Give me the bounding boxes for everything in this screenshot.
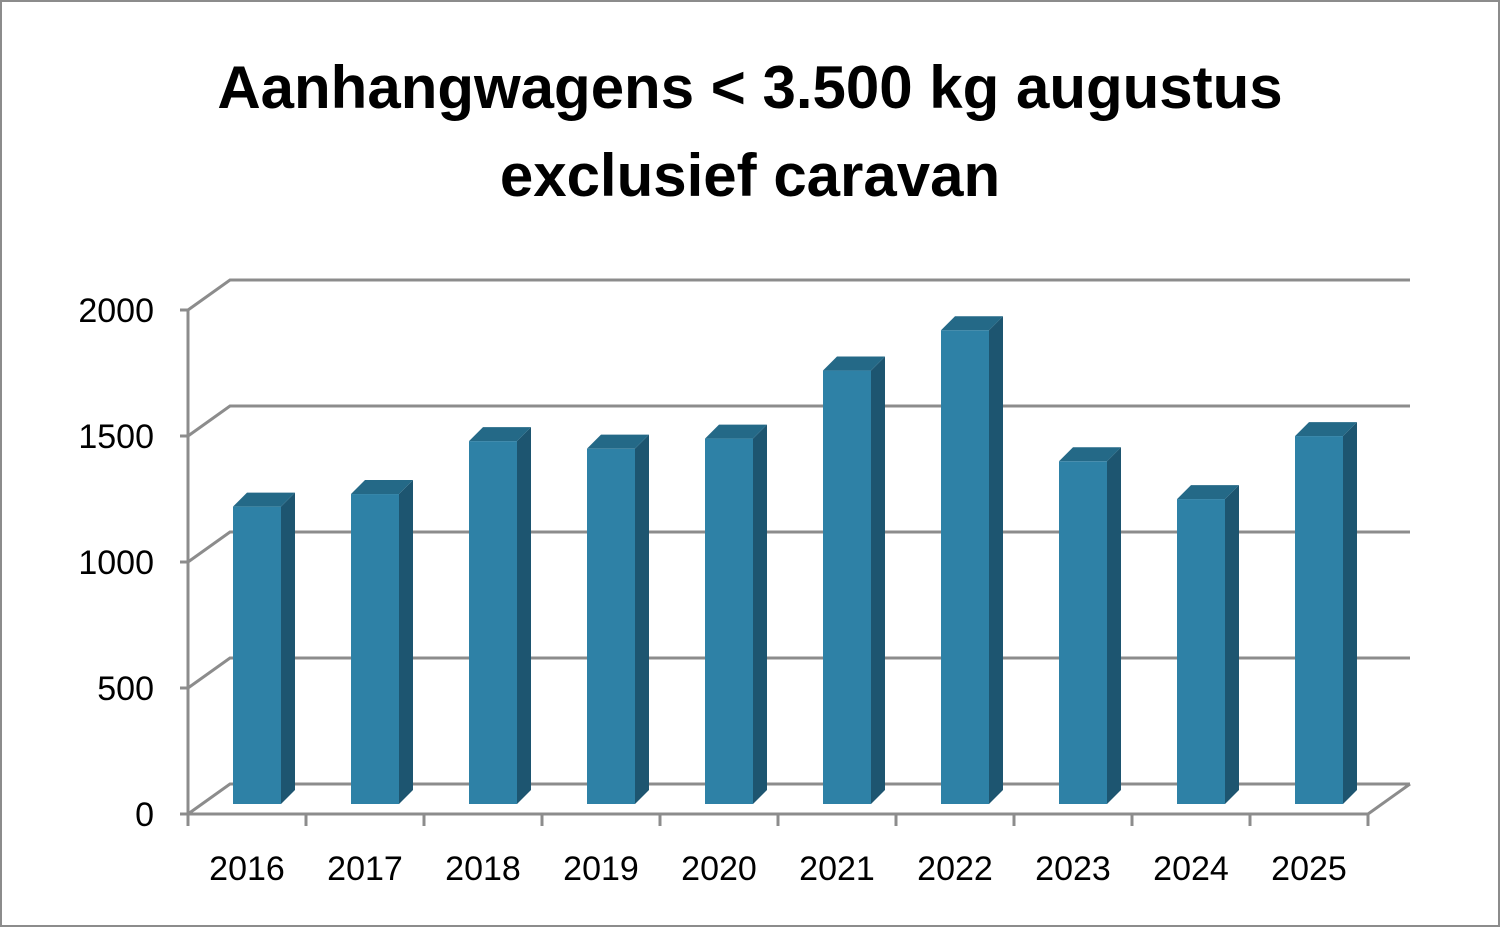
bar-side-2021 [871, 356, 885, 804]
x-tick-label-2017: 2017 [327, 850, 403, 888]
x-tick-label-2016: 2016 [209, 850, 285, 888]
chart-title: Aanhangwagens < 3.500 kg augustus exclus… [217, 54, 1282, 209]
x-tick-label-2025: 2025 [1271, 850, 1347, 888]
chart-title-line-1: Aanhangwagens < 3.500 kg augustus [217, 54, 1282, 121]
x-tick-label-2022: 2022 [917, 850, 993, 888]
bar-side-2023 [1107, 447, 1121, 804]
x-tick-label-2019: 2019 [563, 850, 639, 888]
bar-2025 [1295, 422, 1357, 804]
bar-front-2016 [233, 506, 281, 804]
bar-2017 [351, 480, 413, 804]
gridline-3 [187, 404, 1410, 438]
bar-side-2019 [635, 434, 649, 804]
bar-2019 [587, 434, 649, 804]
bar-2021 [823, 356, 885, 804]
bar-front-2018 [469, 441, 517, 804]
bar-top-2021 [823, 356, 885, 371]
bar-2020 [705, 424, 767, 804]
y-tick-label-1: 500 [97, 670, 154, 708]
gridlines [187, 278, 1410, 816]
bar-2023 [1059, 447, 1121, 804]
bar-top-2019 [587, 434, 649, 449]
y-axis-tick-labels: 0 500 1000 1500 2000 [78, 292, 154, 834]
bar-side-2017 [399, 480, 413, 804]
gridline-2 [187, 530, 1410, 564]
gridline-0 [187, 782, 1410, 816]
bar-side-2024 [1225, 485, 1239, 804]
axes [180, 308, 1411, 826]
bar-2018 [469, 427, 531, 804]
y-tick-label-3: 1500 [78, 418, 154, 456]
bar-front-2021 [823, 370, 871, 804]
bar-front-2019 [587, 448, 635, 804]
bar-2024 [1177, 485, 1239, 804]
gridline-4 [187, 278, 1410, 312]
bar-front-2020 [705, 438, 753, 804]
y-tick-label-4: 2000 [78, 292, 154, 330]
bars [233, 316, 1357, 804]
bar-2022 [941, 316, 1003, 804]
bar-front-2024 [1177, 499, 1225, 804]
gridline-1 [187, 656, 1410, 690]
bar-front-2023 [1059, 461, 1107, 804]
x-tick-label-2023: 2023 [1035, 850, 1111, 888]
y-tick-label-2: 1000 [78, 544, 154, 582]
bar-top-2018 [469, 427, 531, 442]
bar-top-2020 [705, 424, 767, 439]
bar-top-2017 [351, 480, 413, 495]
bar-top-2022 [941, 316, 1003, 331]
bar-side-2022 [989, 316, 1003, 804]
y-tick-label-0: 0 [135, 796, 154, 834]
x-tick-label-2018: 2018 [445, 850, 521, 888]
x-axis-tick-labels: 2016 2017 2018 2019 2020 2021 2022 2023 2024 2025 [209, 850, 1347, 888]
bar-2016 [233, 492, 295, 804]
bar-top-2024 [1177, 485, 1239, 500]
bar-front-2025 [1295, 436, 1343, 804]
bar-front-2017 [351, 494, 399, 804]
bar-top-2016 [233, 492, 295, 507]
bar-top-2025 [1295, 422, 1357, 437]
bar-side-2020 [753, 424, 767, 804]
bar-top-2023 [1059, 447, 1121, 462]
bar-side-2016 [281, 492, 295, 804]
x-tick-label-2021: 2021 [799, 850, 875, 888]
floor-right-edge [1367, 782, 1411, 816]
chart-title-line-2: exclusief caravan [500, 142, 1000, 209]
x-tick-label-2024: 2024 [1153, 850, 1229, 888]
bar-side-2018 [517, 427, 531, 804]
bar-side-2025 [1343, 422, 1357, 804]
x-tick-label-2020: 2020 [681, 850, 757, 888]
bar-front-2022 [941, 330, 989, 804]
